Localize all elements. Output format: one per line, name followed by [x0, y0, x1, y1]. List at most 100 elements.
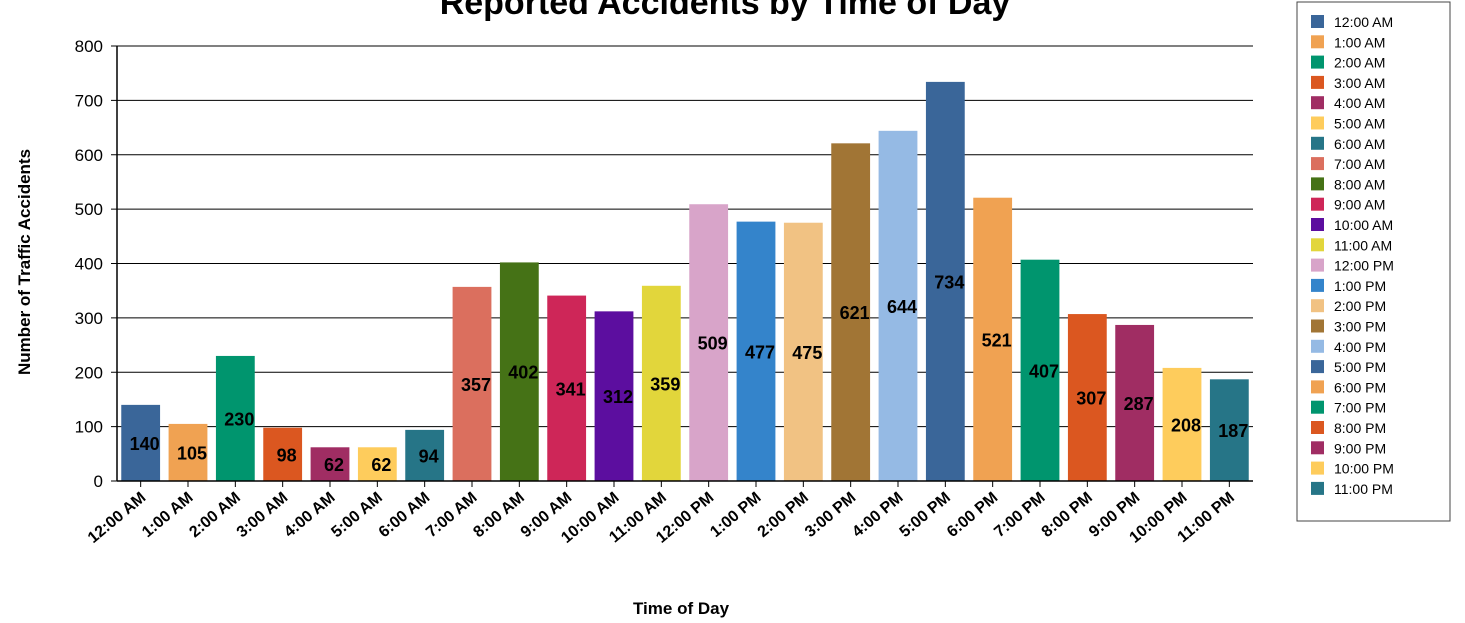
- data-label: 521: [982, 330, 1012, 350]
- bar: [121, 404, 161, 481]
- legend-entry: 2:00 AM: [1334, 55, 1385, 71]
- bar: [405, 429, 445, 481]
- legend-entry: 8:00 PM: [1334, 420, 1386, 436]
- data-label: 402: [508, 363, 538, 383]
- legend-swatch: [1311, 75, 1324, 89]
- y-tick-label: 800: [75, 37, 103, 56]
- legend-entry: 6:00 PM: [1334, 379, 1386, 395]
- x-axis-title: Time of Day: [633, 599, 730, 618]
- legend-swatch: [1311, 441, 1324, 455]
- legend-swatch: [1311, 319, 1324, 333]
- data-label: 644: [887, 297, 917, 317]
- data-label: 62: [371, 455, 391, 475]
- legend-swatch: [1311, 278, 1324, 292]
- x-tick-label: 2:00 PM: [755, 489, 812, 541]
- legend-entry: 5:00 PM: [1334, 359, 1386, 375]
- legend-entry: 6:00 AM: [1334, 136, 1385, 152]
- y-tick-label: 400: [75, 255, 103, 274]
- data-label: 140: [130, 434, 160, 454]
- legend-entry: 2:00 PM: [1334, 298, 1386, 314]
- data-label: 621: [840, 303, 870, 323]
- data-label: 357: [461, 375, 491, 395]
- bar: [1209, 379, 1249, 481]
- legend-swatch: [1311, 136, 1324, 150]
- legend-entry: 4:00 AM: [1334, 95, 1385, 111]
- legend-swatch: [1311, 339, 1324, 353]
- y-tick-label: 300: [75, 309, 103, 328]
- bar: [594, 311, 634, 481]
- legend-swatch: [1311, 177, 1324, 191]
- legend-entry: 10:00 PM: [1334, 461, 1394, 477]
- gridlines: [117, 45, 1253, 428]
- bar: [641, 285, 681, 481]
- data-label: 98: [277, 445, 297, 465]
- data-label: 208: [1171, 415, 1201, 435]
- y-tick-label: 200: [75, 363, 103, 382]
- y-tick-labels: 0 100 200 300 400 500 600 700 800: [75, 37, 117, 491]
- x-tick-label: 6:00 AM: [376, 489, 433, 541]
- data-label: 509: [698, 334, 728, 354]
- legend-swatch: [1311, 116, 1324, 130]
- legend-entry: 9:00 PM: [1334, 440, 1386, 456]
- bar: [973, 197, 1013, 482]
- legend-entry: 4:00 PM: [1334, 339, 1386, 355]
- x-tick-label: 4:00 AM: [281, 489, 338, 541]
- legend-swatch: [1311, 299, 1324, 313]
- x-tick-label: 6:00 PM: [944, 489, 1001, 541]
- legend-entry: 11:00 AM: [1334, 237, 1392, 253]
- x-tick-label: 7:00 AM: [423, 489, 480, 541]
- legend-swatch: [1311, 380, 1324, 394]
- x-tick-label: 1:00 AM: [139, 489, 196, 541]
- legend-entry: 5:00 AM: [1334, 116, 1385, 132]
- x-tick-label: 3:00 PM: [802, 489, 859, 541]
- bar: [925, 81, 965, 481]
- legend-entry: 3:00 PM: [1334, 319, 1386, 335]
- y-tick-label: 700: [75, 91, 103, 110]
- legend-entry: 3:00 AM: [1334, 75, 1385, 91]
- x-tick-label: 5:00 AM: [328, 489, 385, 541]
- bar: [1115, 324, 1155, 481]
- legend-swatch: [1311, 35, 1324, 49]
- legend-entry: 1:00 AM: [1334, 34, 1385, 50]
- data-label: 407: [1029, 361, 1059, 381]
- legend-swatch: [1311, 421, 1324, 434]
- legend-entry: 1:00 PM: [1334, 278, 1386, 294]
- bar: [783, 222, 823, 481]
- data-label: 62: [324, 455, 344, 475]
- x-tick-label: 3:00 AM: [234, 489, 291, 541]
- y-tick-label: 0: [94, 472, 103, 491]
- x-tick-label: 7:00 PM: [991, 489, 1048, 541]
- legend-entry: 7:00 AM: [1334, 156, 1385, 172]
- legend-swatch: [1311, 461, 1324, 475]
- bar: [452, 286, 492, 481]
- data-label: 187: [1218, 421, 1248, 441]
- data-label: 734: [934, 272, 964, 292]
- x-tick-label: 5:00 PM: [897, 489, 954, 541]
- bar: [263, 427, 303, 481]
- data-label: 477: [745, 342, 775, 362]
- x-tick-labels: 12:00 AM1:00 AM2:00 AM3:00 AM4:00 AM5:00…: [85, 481, 1238, 547]
- x-tick-label: 8:00 AM: [470, 489, 527, 541]
- legend-entry: 10:00 AM: [1334, 217, 1393, 233]
- y-tick-label: 500: [75, 200, 103, 219]
- legend-swatch: [1311, 400, 1324, 414]
- legend-swatch: [1311, 481, 1324, 495]
- legend: 12:00 AM 1:00 AM 2:00 AM 3:00 AM 4:00 AM 5:00…: [1296, 1, 1451, 522]
- data-label: 475: [792, 343, 822, 363]
- y-tick-label: 600: [75, 146, 103, 165]
- bar: [499, 262, 539, 481]
- data-label: 359: [650, 374, 680, 394]
- data-label: 105: [177, 443, 207, 463]
- bar: [689, 204, 729, 481]
- y-tick-label: 100: [75, 418, 103, 437]
- bar: [547, 295, 587, 481]
- bars: [121, 81, 1249, 482]
- legend-entry: 7:00 PM: [1334, 400, 1386, 416]
- data-label: 341: [556, 379, 586, 399]
- data-label: 307: [1076, 389, 1106, 409]
- data-label: 230: [224, 409, 254, 429]
- x-tick-label: 2:00 AM: [186, 489, 243, 541]
- data-label: 94: [419, 446, 439, 466]
- legend-entry: 12:00 PM: [1334, 258, 1394, 274]
- bar: [310, 447, 350, 481]
